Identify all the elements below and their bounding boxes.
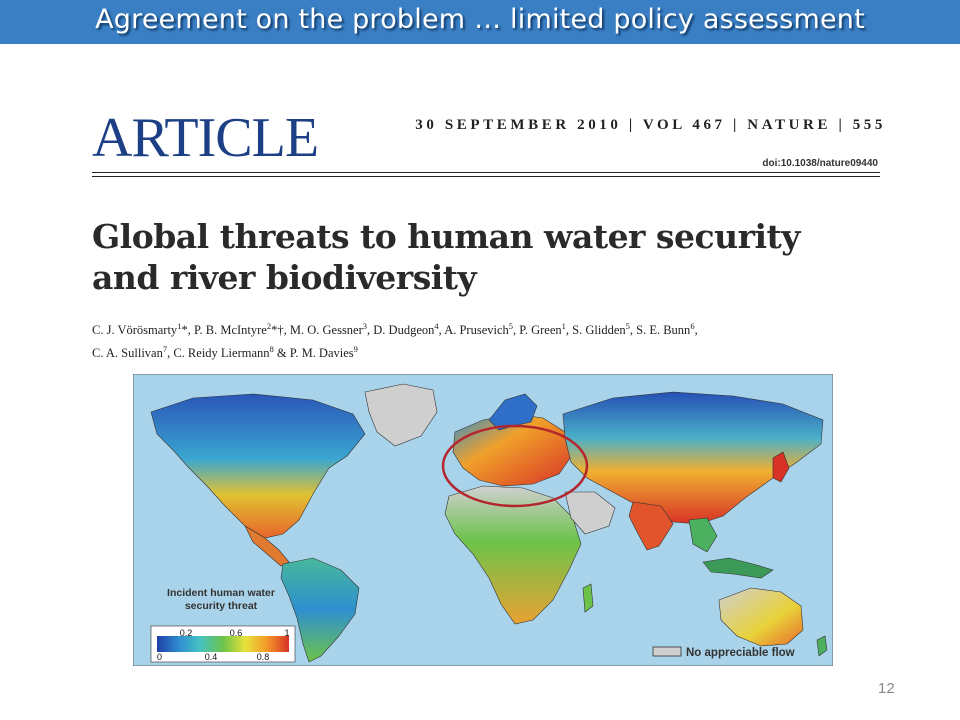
world-map-figure: Incident human water security threat 0.2… — [132, 373, 834, 667]
africa — [444, 485, 582, 625]
new-zealand — [816, 635, 828, 657]
world-map: Incident human water security threat 0.2… — [132, 373, 834, 667]
arabia — [564, 491, 616, 535]
slide-number: 12 — [878, 680, 895, 697]
author-name: C. Reidy Liermann — [173, 346, 270, 361]
author-affiliation: 2 — [266, 321, 272, 331]
paper-title: Global threats to human water security a… — [92, 216, 892, 298]
doi: doi:10.1038/nature09440 — [762, 158, 878, 169]
author-line-2: C. A. Sullivan7, C. Reidy Liermann8 & P.… — [92, 344, 358, 361]
author-line-1: C. J. Vörösmarty1*, P. B. McIntyre2*†, M… — [92, 321, 698, 338]
title-banner: Agreement on the problem … limited polic… — [0, 0, 960, 44]
author-affiliation: 7 — [162, 344, 168, 355]
india — [628, 501, 674, 551]
author-affiliation: 8 — [269, 344, 274, 355]
author-name: S. E. Bunn — [636, 323, 691, 338]
southeast-asia — [688, 517, 718, 553]
author-affiliation: 6 — [690, 321, 695, 331]
author-affiliation: 5 — [508, 321, 514, 331]
author-name: C. J. Vörösmarty — [92, 323, 178, 338]
asia — [562, 391, 824, 525]
author-affiliation: 1 — [561, 321, 566, 331]
article-label: ARTICLE — [92, 107, 319, 169]
author-name: D. Dudgeon — [373, 323, 435, 338]
no-flow-label: No appreciable flow — [686, 647, 795, 659]
author-affiliation: 9 — [353, 344, 358, 355]
header-rule-bottom — [92, 176, 880, 177]
author-name: P. M. Davies — [289, 346, 354, 361]
north-america — [150, 393, 366, 539]
slide-title: Agreement on the problem … limited polic… — [95, 4, 865, 35]
author-list: C. J. Vörösmarty1*, P. B. McIntyre2*†, M… — [92, 317, 852, 363]
paper-title-line-2: and river biodiversity — [92, 258, 477, 297]
author-name: M. O. Gessner — [289, 323, 363, 338]
author-affiliation: 3 — [362, 321, 368, 331]
no-flow-key: No appreciable flow — [652, 646, 795, 659]
author-affiliation: 5 — [625, 321, 630, 331]
legend-tick: 0.6 — [230, 628, 243, 638]
indonesia — [702, 557, 774, 579]
legend-title-line-2: security threat — [185, 600, 258, 612]
author-name: P. Green — [519, 323, 562, 338]
south-america — [280, 557, 360, 663]
threat-legend: Incident human water security threat 0.2… — [150, 587, 296, 663]
paper-title-line-1: Global threats to human water security — [92, 217, 800, 256]
europe-highlight-circle — [441, 424, 589, 508]
author-name: C. A. Sullivan — [92, 346, 163, 361]
author-name: A. Prusevich — [444, 323, 509, 338]
madagascar — [582, 583, 594, 613]
legend-tick: 1 — [284, 628, 289, 638]
author-name: P. B. McIntyre — [193, 323, 267, 338]
author-affiliation: 1 — [177, 321, 182, 331]
australia — [718, 587, 804, 647]
legend-tick: 0.8 — [257, 652, 270, 662]
legend-title-line-1: Incident human water — [167, 587, 275, 599]
author-affiliation: 4 — [434, 321, 439, 331]
header-rule-top — [92, 172, 880, 173]
greenland — [364, 383, 438, 447]
japan — [772, 451, 790, 483]
author-mark: *† — [271, 323, 284, 338]
legend-tick: 0.2 — [180, 628, 193, 638]
author-mark: * — [181, 323, 188, 338]
no-flow-swatch — [652, 646, 682, 657]
issue-line: 30 SEPTEMBER 2010 | VOL 467 | NATURE | 5… — [415, 117, 886, 133]
legend-tick: 0 — [157, 652, 162, 662]
author-name: S. Glidden — [572, 323, 626, 338]
legend-color-scale — [157, 636, 289, 652]
legend-tick: 0.4 — [205, 652, 218, 662]
scandinavia — [488, 393, 538, 431]
